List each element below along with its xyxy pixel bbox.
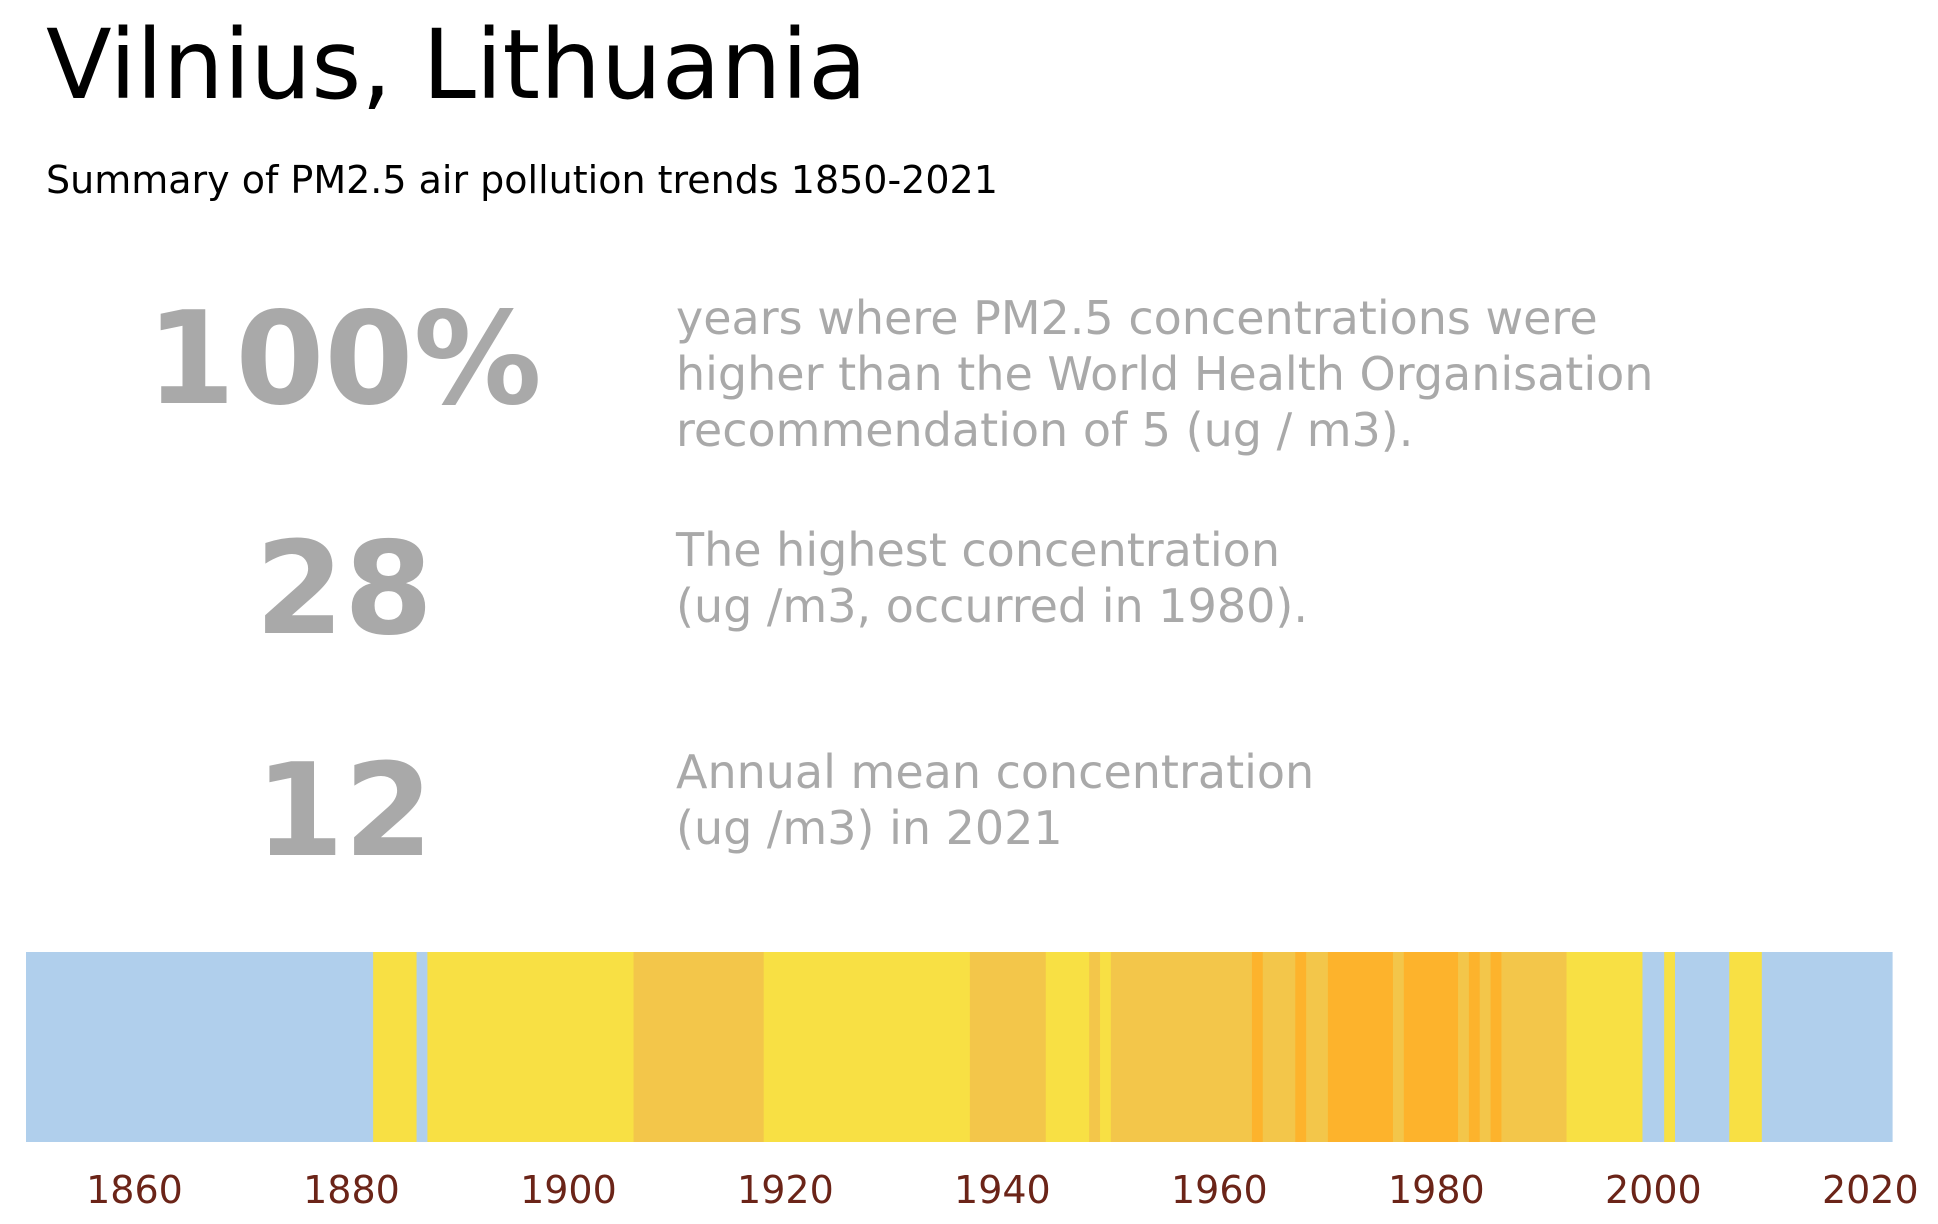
stripe-1964-1967 <box>1262 952 1296 1142</box>
x-tick-label-1940: 1940 <box>954 1168 1051 1212</box>
stat-value-2021: 12 <box>254 737 434 886</box>
stripe-1983-1984 <box>1468 952 1481 1142</box>
stripe-1977-1982 <box>1403 952 1459 1142</box>
stripe-1950-1963 <box>1110 952 1253 1142</box>
stripe-1992-1999 <box>1566 952 1644 1142</box>
stripe-1963-1964 <box>1251 952 1264 1142</box>
stripe-2010-2022 <box>1761 952 1893 1142</box>
page-subtitle: Summary of PM2.5 air pollution trends 18… <box>46 158 998 202</box>
stripe-1986-1992 <box>1501 952 1568 1142</box>
stripe-1970-1976 <box>1327 952 1394 1142</box>
stripe-2007-2010 <box>1729 952 1763 1142</box>
stat-description-highest: The highest concentration (ug /m3, occur… <box>676 523 1308 633</box>
stripe-group <box>26 952 1893 1142</box>
stripe-1887-1906 <box>427 952 635 1142</box>
x-tick-label-1900: 1900 <box>520 1168 617 1212</box>
stripe-1948-1949 <box>1089 952 1101 1142</box>
x-tick-label-2020: 2020 <box>1822 1168 1919 1212</box>
x-axis-ticks: 1860 1880 1900 1920 1940 1960 1980 2000 2020 <box>86 1168 1919 1212</box>
stripe-2001-2002 <box>1664 952 1676 1142</box>
stripe-2002-2007 <box>1675 952 1730 1142</box>
x-tick-label-1860: 1860 <box>86 1168 183 1212</box>
stripe-1976-1977 <box>1392 952 1405 1142</box>
stat-description-pct-exceed: years where PM2.5 concentrations were hi… <box>676 291 1654 457</box>
stat-value-pct-exceed: 100% <box>146 285 542 434</box>
x-tick-label-1920: 1920 <box>737 1168 834 1212</box>
stripe-1999-2001 <box>1642 952 1665 1142</box>
stripe-1918-1937 <box>763 952 971 1142</box>
x-tick-label-1980: 1980 <box>1388 1168 1485 1212</box>
x-tick-label-2000: 2000 <box>1605 1168 1702 1212</box>
stripe-1906-1918 <box>633 952 765 1142</box>
stripe-1886-1887 <box>416 952 429 1142</box>
stripe-1985-1986 <box>1490 952 1503 1142</box>
stat-value-highest: 28 <box>254 515 434 664</box>
stat-description-2021: Annual mean concentration (ug /m3) in 20… <box>676 745 1315 855</box>
stripe-1968-1970 <box>1306 952 1329 1142</box>
stripe-1984-1985 <box>1479 952 1492 1142</box>
x-tick-label-1880: 1880 <box>303 1168 400 1212</box>
stripe-1850-1882 <box>26 952 374 1142</box>
stripe-1949-1950 <box>1100 952 1112 1142</box>
x-tick-label-1960: 1960 <box>1171 1168 1268 1212</box>
stripe-1967-1968 <box>1295 952 1307 1142</box>
page-title: Vilnius, Lithuania <box>46 9 867 121</box>
stripe-1882-1886 <box>373 952 418 1142</box>
stripe-1982-1983 <box>1458 952 1470 1142</box>
stripe-1944-1948 <box>1045 952 1090 1142</box>
stripe-1937-1944 <box>969 952 1047 1142</box>
